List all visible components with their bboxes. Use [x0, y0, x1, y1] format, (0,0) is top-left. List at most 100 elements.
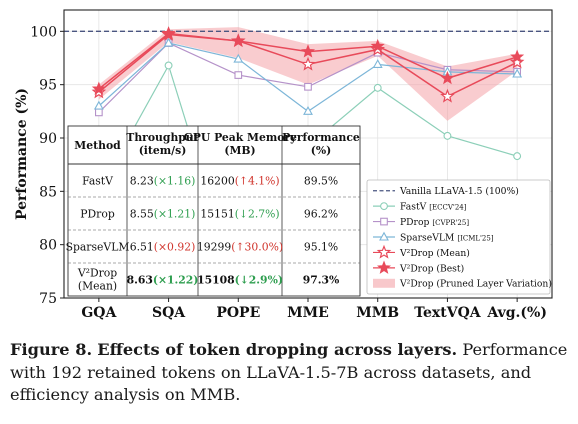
x-tick-label: MMB	[356, 305, 399, 321]
data-point	[233, 53, 244, 63]
legend-marker	[376, 260, 392, 274]
table-memory-delta: (↓2.7%)	[235, 208, 280, 221]
legend-name: Vanilla LLaVA-1.5 (100%)	[399, 186, 519, 197]
legend: Vanilla LLaVA-1.5 (100%) FastV [ECCV'24] PD…	[366, 179, 552, 295]
chart: 75 80 85 90 95 100 GQA SQA POPE MME MMB TextVQA Avg.…	[14, 9, 553, 321]
y-tick-label: 90	[39, 131, 57, 147]
table-performance: 95.1%	[304, 241, 338, 254]
data-point	[304, 82, 312, 91]
table-performance: 97.3%	[303, 274, 340, 287]
data-point	[161, 26, 176, 40]
legend-tag: [ICML'25]	[457, 234, 493, 242]
table-memory: 16200(↑4.1%)	[200, 175, 279, 188]
table-performance: 89.5%	[304, 175, 338, 188]
legend-box	[366, 179, 551, 295]
legend-marker	[380, 217, 388, 226]
data-point	[372, 59, 383, 68]
data-point	[91, 81, 106, 95]
legend-label: Vanilla LLaVA-1.5 (100%)	[399, 186, 519, 197]
data-point	[440, 88, 455, 103]
table-throughput: 8.55(×1.21)	[130, 208, 196, 221]
table-throughput-delta: (×1.22)	[153, 274, 199, 287]
y-tick-label: 80	[39, 238, 57, 254]
y-tick-label: 75	[39, 291, 57, 307]
table-header-line: Performance	[282, 131, 360, 144]
figure-caption: Figure 8. Effects of token dropping acro…	[10, 339, 570, 407]
table-header-line: Method	[74, 139, 121, 152]
table-throughput: 8.23(×1.16)	[130, 175, 196, 188]
y-axis-label: Performance (%)	[14, 88, 30, 220]
table-throughput-value: 8.55	[130, 208, 154, 221]
y-tick-label: 85	[39, 184, 57, 200]
table-memory-value: 15151	[200, 208, 234, 221]
table-memory-delta: (↑4.1%)	[235, 175, 280, 188]
table-header-line: (%)	[311, 144, 331, 157]
table-throughput: 6.51(×0.92)	[130, 241, 196, 254]
y-tick-label: 95	[39, 78, 57, 94]
x-tick-label: POPE	[216, 305, 260, 321]
legend-label: V²Drop (Best)	[399, 263, 464, 274]
legend-tag: [ECCV'24]	[429, 204, 466, 212]
table-header: Performance (%)	[282, 131, 360, 157]
table-memory: 15108(↓2.9%)	[197, 274, 283, 287]
table-throughput-value: 8.63	[127, 274, 153, 287]
caption-label: Figure 8.	[10, 340, 93, 359]
table-memory-value: 19299	[197, 241, 231, 254]
legend-tag: [CVPR'25]	[432, 219, 469, 227]
data-point	[513, 152, 522, 161]
table-throughput: 8.63(×1.22)	[127, 274, 199, 287]
data-point	[443, 131, 452, 140]
table-header-line: GPU Peak Memory	[184, 131, 298, 144]
table-header: Method	[74, 139, 121, 152]
table-memory-value: 16200	[200, 175, 234, 188]
data-point	[300, 56, 316, 71]
data-point	[300, 44, 316, 58]
legend-label: FastV [ECCV'24]	[400, 202, 467, 213]
table-memory-delta: (↓2.9%)	[235, 274, 283, 287]
x-tick-label: GQA	[81, 305, 117, 321]
caption-title: Effects of token dropping across layers.	[97, 340, 458, 359]
x-tick-label: TextVQA	[414, 305, 482, 321]
table-method: FastV	[82, 175, 113, 188]
table-memory-delta: (↑30.0%)	[231, 241, 283, 254]
data-point	[373, 83, 382, 92]
table-header: Throughput (item/s)	[126, 131, 198, 157]
data-point	[231, 33, 246, 47]
legend-swatch	[373, 278, 395, 288]
legend-label: V²Drop (Pruned Layer Variation)	[399, 279, 552, 290]
caption-text: Performance with 192 retained tokens on …	[10, 340, 568, 404]
series-4	[91, 26, 525, 95]
legend-label: SparseVLM [ICML'25]	[400, 232, 494, 243]
data-point	[509, 54, 525, 69]
legend-label: PDrop [CVPR'25]	[400, 217, 469, 228]
table-throughput-delta: (×1.16)	[154, 175, 196, 188]
table-header-line: Throughput	[126, 131, 198, 144]
legend-marker	[379, 231, 389, 241]
table-memory-value: 15108	[197, 274, 235, 287]
legend-name: PDrop	[400, 217, 429, 228]
table-throughput-value: 6.51	[130, 241, 154, 254]
table-method-line: V²Drop	[77, 267, 117, 280]
band-area	[98, 27, 518, 121]
data-point	[440, 70, 455, 85]
table-performance: 96.2%	[304, 208, 338, 221]
data-point	[510, 49, 525, 63]
table-header: GPU Peak Memory (MB)	[184, 131, 298, 157]
y-tick-label: 100	[30, 24, 57, 40]
legend-name: V²Drop (Mean)	[399, 248, 470, 259]
table-throughput-value: 8.23	[130, 175, 154, 188]
table-throughput-delta: (×0.92)	[154, 241, 196, 254]
legend-label: V²Drop (Mean)	[399, 248, 470, 259]
x-tick-label: MME	[287, 305, 329, 321]
legend-name: V²Drop (Best)	[399, 263, 464, 274]
table-method: SparseVLM	[66, 241, 130, 254]
table-memory: 19299(↑30.0%)	[197, 241, 283, 254]
table-memory: 15151(↓2.7%)	[200, 208, 279, 221]
legend-marker	[376, 244, 392, 259]
table-throughput-delta: (×1.21)	[154, 208, 196, 221]
table-method-line: (Mean)	[78, 280, 117, 293]
data-point	[93, 100, 104, 110]
data-point	[163, 37, 174, 47]
data-point	[370, 38, 385, 53]
